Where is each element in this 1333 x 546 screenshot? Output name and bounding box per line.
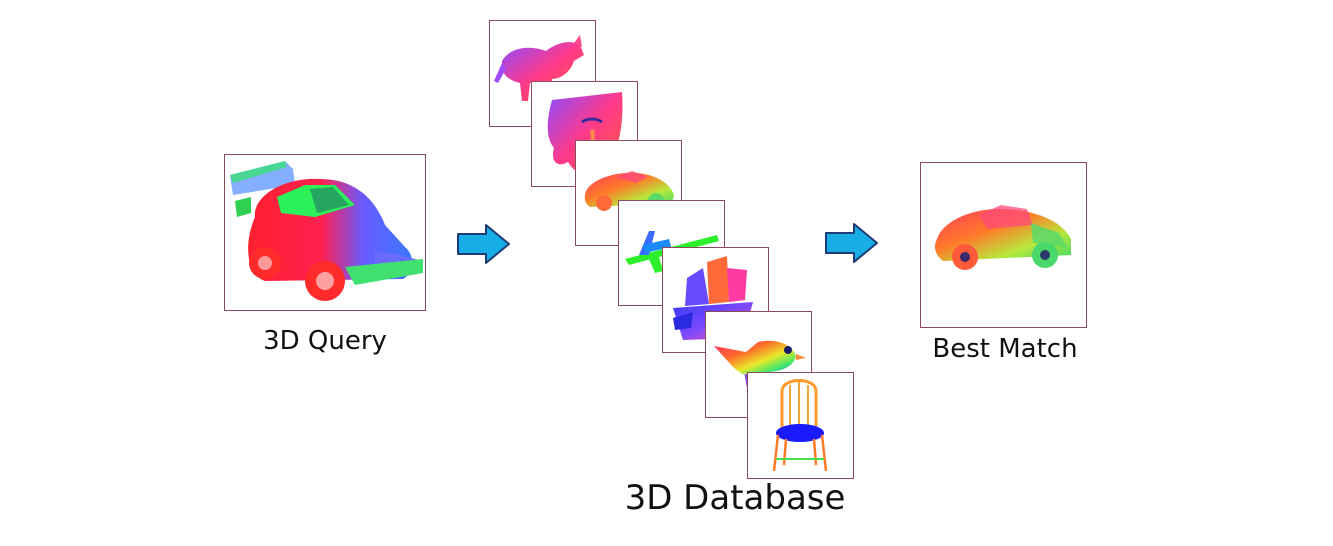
database-label: 3D Database: [624, 478, 846, 518]
arrow-right-icon: [457, 224, 510, 264]
db-item-chair: [747, 372, 854, 479]
best-match-label: Best Match: [932, 334, 1078, 364]
wolf-image: [494, 35, 584, 101]
arrow-right-icon: [825, 223, 878, 263]
bird-image: [714, 340, 806, 387]
best-match-car-image: [935, 205, 1071, 270]
beetle-car-image: [230, 161, 423, 301]
query-frame: [224, 154, 426, 311]
query-label: 3D Query: [263, 326, 387, 356]
best-match-frame: [920, 162, 1087, 328]
chair-image: [772, 379, 828, 472]
